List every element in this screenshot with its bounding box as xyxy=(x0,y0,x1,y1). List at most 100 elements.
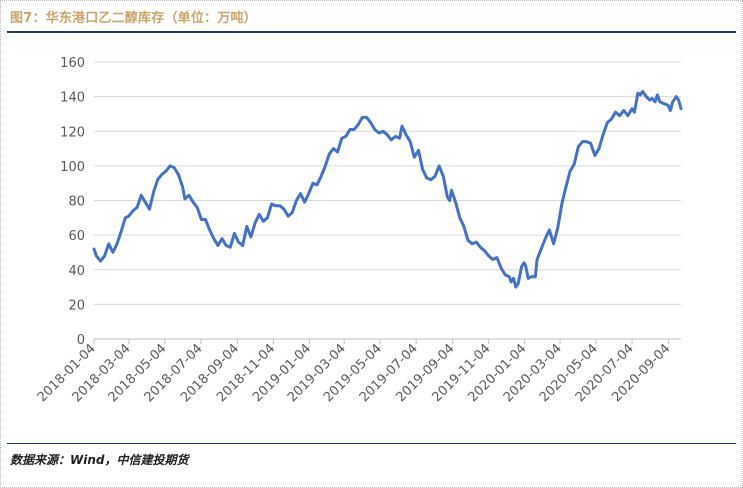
data-point xyxy=(573,163,575,165)
data-point xyxy=(430,179,432,181)
data-point xyxy=(242,244,244,247)
data-point xyxy=(515,286,517,288)
y-tick-label: 60 xyxy=(68,229,85,244)
data-point xyxy=(258,213,260,215)
data-point xyxy=(386,134,388,136)
data-point xyxy=(370,122,372,124)
gridlines xyxy=(94,61,681,340)
data-point xyxy=(196,206,198,208)
data-point xyxy=(637,92,639,94)
data-point xyxy=(467,239,469,241)
data-point xyxy=(680,108,682,110)
line-chart: 0 20 40 60 80 100 120 140 160 2018-01-042018-03-… xyxy=(35,56,683,405)
data-point xyxy=(237,241,240,243)
data-point xyxy=(308,193,310,195)
data-point xyxy=(275,205,277,207)
y-tick-label: 120 xyxy=(60,125,85,140)
data-point xyxy=(390,139,392,141)
data-point xyxy=(279,205,281,207)
data-point xyxy=(200,218,202,221)
data-point xyxy=(320,175,322,177)
y-tick-label: 100 xyxy=(60,160,85,175)
y-tick-label: 40 xyxy=(68,264,85,279)
data-point xyxy=(95,255,97,257)
data-point xyxy=(602,134,604,136)
source-note: 数据来源：Wind，中信建投期货 xyxy=(10,453,189,467)
data-point xyxy=(523,262,525,264)
data-point xyxy=(177,173,179,176)
series-layer xyxy=(92,89,683,289)
data-point xyxy=(610,118,613,120)
data-point xyxy=(553,243,555,245)
data-point xyxy=(140,194,142,196)
data-point xyxy=(271,203,273,205)
data-point xyxy=(184,198,186,200)
data-point xyxy=(169,165,171,167)
data-point xyxy=(116,243,118,245)
data-point xyxy=(409,141,411,143)
data-point xyxy=(639,94,641,96)
data-point xyxy=(586,141,588,143)
data-point xyxy=(565,186,567,188)
data-point xyxy=(181,186,184,188)
data-point xyxy=(394,135,397,137)
data-point xyxy=(173,167,175,169)
data-point xyxy=(99,260,102,262)
y-tick-label: 140 xyxy=(60,91,85,106)
data-point xyxy=(459,217,461,219)
data-point xyxy=(525,265,527,267)
data-point xyxy=(399,137,401,139)
data-point xyxy=(366,116,368,118)
y-axis-ticks: 0 20 40 60 80 100 120 140 160 xyxy=(60,56,85,348)
data-point xyxy=(488,255,490,257)
y-tick-label: 80 xyxy=(68,195,85,210)
data-point xyxy=(663,103,665,105)
data-point xyxy=(669,109,672,112)
data-point xyxy=(161,173,163,176)
title-rule xyxy=(7,31,736,33)
data-point xyxy=(471,243,473,245)
data-point xyxy=(517,283,519,285)
data-point xyxy=(510,281,512,283)
data-point xyxy=(345,135,347,137)
data-point xyxy=(246,225,248,228)
data-point xyxy=(561,203,563,205)
x-axis-ticks: 2018-01-042018-03-042018-05-042018-07-04… xyxy=(35,339,673,405)
data-point xyxy=(104,255,106,257)
data-point xyxy=(353,128,355,131)
figure-title: 图7：华东港口乙二醇库存（单位：万吨） xyxy=(10,11,257,26)
data-point xyxy=(217,244,219,247)
data-point xyxy=(619,115,621,117)
data-point xyxy=(233,232,235,234)
data-point xyxy=(204,218,207,221)
data-point xyxy=(112,251,114,253)
data-point xyxy=(442,175,444,177)
data-point xyxy=(324,165,326,167)
data-point xyxy=(378,132,380,134)
data-point xyxy=(337,151,339,153)
data-point xyxy=(496,257,498,259)
data-point xyxy=(295,199,297,202)
data-point xyxy=(492,258,494,260)
data-point xyxy=(93,248,95,250)
data-point xyxy=(633,111,636,113)
data-point xyxy=(225,244,227,247)
data-point xyxy=(357,123,359,125)
data-point xyxy=(527,277,529,279)
data-point xyxy=(598,148,600,150)
source-rule xyxy=(7,443,736,444)
data-point xyxy=(569,170,571,172)
data-point xyxy=(504,274,506,276)
data-point xyxy=(627,115,629,117)
data-point xyxy=(192,201,194,203)
data-point xyxy=(654,101,656,103)
data-point xyxy=(349,128,351,131)
data-point xyxy=(213,238,215,240)
data-point xyxy=(659,101,661,103)
series-line-0 xyxy=(92,89,683,289)
data-point xyxy=(188,194,190,196)
data-point xyxy=(341,137,343,139)
data-point xyxy=(401,125,403,127)
data-point xyxy=(667,104,669,106)
data-point xyxy=(623,109,625,112)
